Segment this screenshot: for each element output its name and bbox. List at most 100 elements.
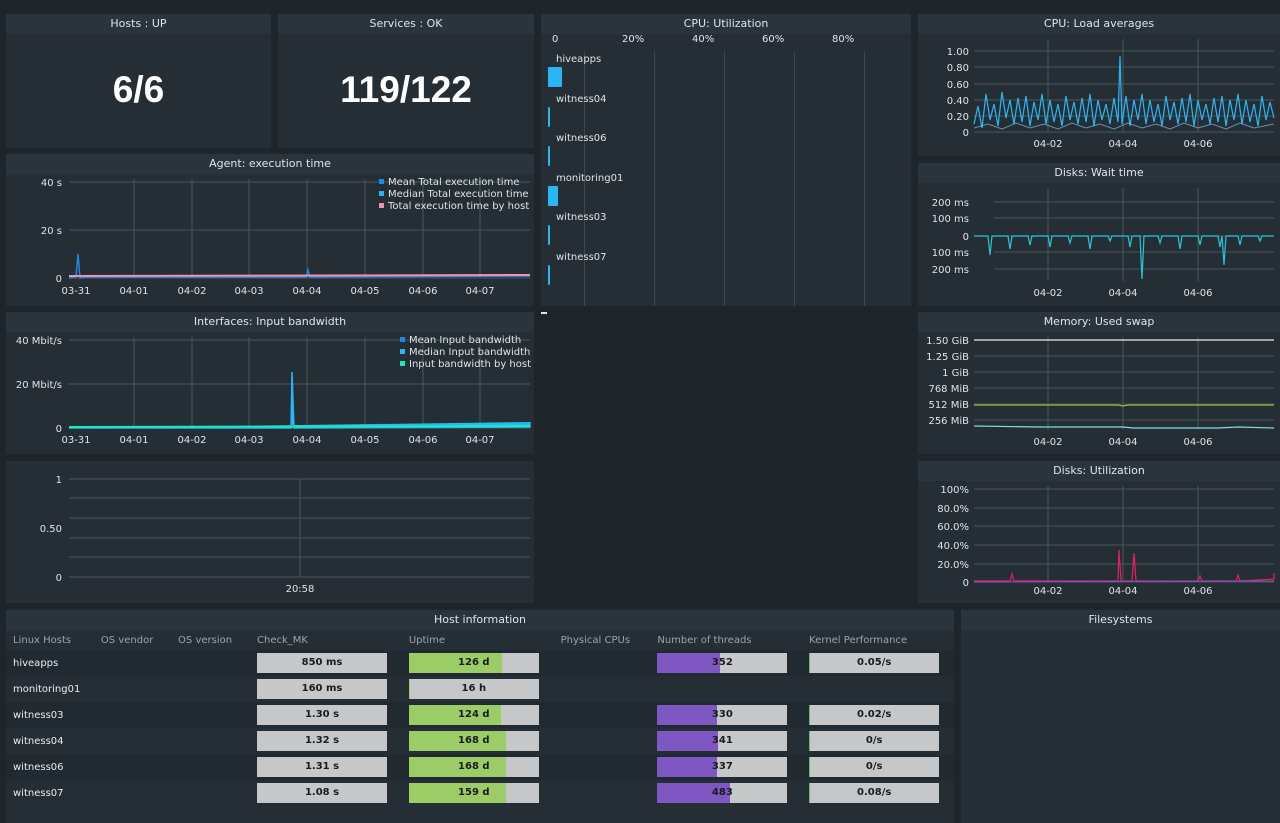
column-header[interactable]: OS vendor	[100, 634, 154, 646]
kernel-bar[interactable]: 0.02/s	[809, 705, 940, 725]
table-row[interactable]: witness03 1.30 s 124 d 330 0.02/s	[6, 702, 954, 728]
threads-bar[interactable]: 352	[657, 653, 788, 673]
legend-label[interactable]: Median Input bandwidth	[409, 347, 530, 358]
disk-util-y-tick: 0	[963, 578, 969, 589]
kernel-bar[interactable]: 0/s	[809, 757, 940, 777]
threads-bar[interactable]: 341	[657, 731, 788, 751]
disks-wait-graph[interactable]: 200 ms 100 ms 0 100 ms 200 ms 04-02 04-04 04-0…	[918, 183, 1280, 306]
threads-bar-fill	[657, 783, 731, 803]
host-name-link[interactable]: witness07	[6, 780, 94, 806]
legend-label[interactable]: Median Total execution time	[388, 189, 529, 200]
check-mk-bar-text: 1.08 s	[304, 787, 340, 798]
check-mk-bar[interactable]: 1.31 s	[257, 757, 387, 777]
cpu-host-label[interactable]: witness03	[556, 212, 607, 223]
column-header[interactable]: Physical CPUs	[560, 634, 631, 646]
host-name-link[interactable]: witness06	[6, 754, 94, 780]
column-header[interactable]: Check_MK	[257, 634, 308, 646]
uptime-bar-text: 124 d	[458, 709, 490, 720]
table-cell	[171, 702, 250, 728]
cpu-grid-line	[794, 51, 795, 306]
host-name-link[interactable]: witness04	[6, 728, 94, 754]
services-ok-value[interactable]: 119/122	[340, 69, 472, 110]
column-header[interactable]: Linux Hosts	[13, 634, 72, 646]
hosts-up-value[interactable]: 6/6	[112, 69, 165, 110]
cpu-tick-label: 20%	[622, 34, 645, 45]
legend-label[interactable]: Input bandwidth by host	[409, 359, 531, 370]
swap-x-tick: 04-02	[1033, 437, 1062, 448]
cpu-grid-line	[864, 51, 865, 306]
threads-bar-text: 352	[711, 657, 733, 668]
kernel-bar[interactable]: 0/s	[809, 731, 940, 751]
empty-graph[interactable]: 1 0.50 0 20:58	[6, 461, 534, 603]
host-name-link[interactable]: witness03	[6, 702, 94, 728]
load-averages-graph[interactable]: 1.00 0.80 0.60 0.40 0.20 0 04-02 04-04 04-06	[918, 34, 1280, 156]
threads-bar[interactable]: 337	[657, 757, 788, 777]
disks-utilization-graph[interactable]: 100% 80.0% 60.0% 40.0% 20.0% 0 04-02 04-04 04-0…	[918, 481, 1280, 603]
check-mk-bar[interactable]: 160 ms	[257, 679, 387, 699]
hosts-up-dashlet[interactable]: Hosts : UP 6/6	[6, 14, 271, 148]
host-name-link[interactable]: monitoring01	[6, 676, 94, 702]
agent-x-tick: 04-03	[234, 286, 263, 297]
table-row[interactable]: witness06 1.31 s 168 d 337 0/s	[6, 754, 954, 780]
column-header[interactable]: OS version	[178, 634, 233, 646]
column-header[interactable]: Number of threads	[657, 634, 752, 646]
kernel-bar[interactable]: 0.08/s	[809, 783, 940, 803]
cpu-resize-handle[interactable]	[541, 312, 547, 314]
load-x-tick: 04-06	[1183, 139, 1212, 150]
memory-swap-graph[interactable]: 1.50 GiB 1.25 GiB 1 GiB 768 MiB 512 MiB 256 M…	[918, 332, 1280, 454]
load-averages-dashlet: CPU: Load averages 1.00 0.80 0.60 0.40 0.20 0…	[918, 14, 1280, 156]
wait-y-tick: 0	[963, 232, 969, 243]
check-mk-bar[interactable]: 1.08 s	[257, 783, 387, 803]
threads-bar[interactable]: 330	[657, 705, 788, 725]
table-cell: 168 d	[401, 754, 554, 780]
cpu-bar[interactable]	[548, 106, 551, 127]
cpu-grid-line	[724, 51, 725, 306]
uptime-bar[interactable]: 124 d	[408, 705, 539, 725]
table-cell: 124 d	[401, 702, 554, 728]
host-name-link[interactable]: hiveapps	[6, 650, 94, 676]
cpu-host-label[interactable]: witness04	[556, 93, 607, 105]
legend-label[interactable]: Total execution time by host	[387, 201, 529, 212]
table-cell	[553, 702, 651, 728]
memory-swap-title: Memory: Used swap	[918, 312, 1280, 332]
load-y-tick: 0.20	[947, 112, 969, 123]
cpu-bar[interactable]	[548, 264, 551, 285]
check-mk-bar[interactable]: 1.30 s	[257, 705, 387, 725]
cpu-host-label[interactable]: monitoring01	[556, 172, 624, 184]
table-cell	[171, 780, 250, 806]
table-cell: 0/s	[802, 728, 954, 754]
legend-label[interactable]: Mean Input bandwidth	[409, 335, 521, 346]
kernel-bar-text: 0.05/s	[857, 657, 892, 668]
cpu-bar[interactable]	[548, 67, 562, 87]
threads-bar-text: 330	[711, 709, 733, 720]
legend-swatch	[400, 349, 405, 354]
cpu-bar[interactable]	[548, 185, 558, 206]
table-row[interactable]: hiveapps 850 ms 126 d 352 0.05/s	[6, 650, 954, 676]
table-row[interactable]: witness07 1.08 s 159 d 483 0.08/s	[6, 780, 954, 806]
column-header[interactable]: Kernel Performance	[809, 634, 908, 646]
uptime-bar[interactable]: 16 h	[408, 679, 539, 699]
cpu-host-label[interactable]: witness07	[556, 251, 607, 263]
interfaces-y-tick: 20 Mbit/s	[16, 380, 62, 391]
threads-bar[interactable]: 483	[657, 783, 788, 803]
cpu-bar[interactable]	[548, 146, 551, 166]
uptime-bar[interactable]: 126 d	[408, 653, 539, 673]
services-ok-dashlet[interactable]: Services : OK 119/122	[278, 14, 534, 148]
column-header[interactable]: Uptime	[408, 634, 446, 646]
cpu-bar[interactable]	[548, 225, 551, 245]
check-mk-bar[interactable]: 850 ms	[257, 653, 387, 673]
uptime-bar[interactable]: 168 d	[408, 731, 539, 751]
check-mk-bar[interactable]: 1.32 s	[257, 731, 387, 751]
kernel-bar[interactable]: 0.05/s	[809, 653, 940, 673]
uptime-bar[interactable]: 168 d	[408, 757, 539, 777]
cpu-host-label[interactable]: witness06	[556, 133, 607, 144]
load-x-tick: 04-02	[1033, 139, 1062, 150]
load-averages-title: CPU: Load averages	[918, 14, 1280, 34]
table-row[interactable]: witness04 1.32 s 168 d 341 0/s	[6, 728, 954, 754]
cpu-host-label[interactable]: hiveapps	[556, 54, 602, 65]
legend-label[interactable]: Mean Total execution time	[388, 177, 519, 188]
table-row[interactable]: monitoring01 160 ms 16 h	[6, 676, 954, 702]
uptime-bar[interactable]: 159 d	[408, 783, 539, 803]
